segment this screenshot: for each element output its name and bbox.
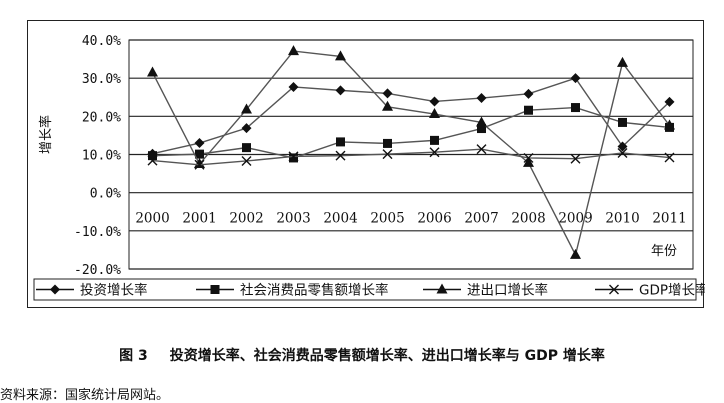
y-tick-label: -10.0% (74, 225, 121, 240)
x-tick-label: 2011 (652, 211, 686, 227)
data-point-s3 (335, 50, 346, 61)
data-point-s3 (288, 45, 299, 56)
data-point-s2 (524, 105, 533, 115)
data-point-s4 (523, 152, 534, 163)
series-line-1 (152, 77, 670, 155)
y-tick-label: 0.0% (90, 187, 121, 202)
legend-label: 投资增长率 (80, 282, 148, 299)
legend-marker (609, 284, 619, 295)
data-point-s3 (617, 56, 628, 67)
data-point-s2 (477, 124, 486, 134)
data-point-s1 (335, 85, 346, 96)
data-point-s4 (288, 151, 299, 162)
data-point-s4 (617, 147, 628, 158)
data-point-s4 (382, 149, 393, 160)
data-point-s4 (147, 155, 158, 166)
data-point-s1 (194, 138, 205, 149)
x-tick-label: 2000 (135, 211, 169, 227)
data-point-s3 (382, 100, 393, 111)
data-point-s2 (571, 103, 580, 113)
x-tick-label: 2007 (464, 211, 498, 227)
y-tick-label: 20.0% (82, 110, 121, 125)
data-point-s4 (194, 159, 205, 170)
data-point-s3 (194, 158, 205, 169)
x-tick-label: 2009 (558, 211, 592, 227)
data-point-s2 (618, 117, 627, 127)
data-point-s4 (664, 152, 675, 163)
data-point-s2 (430, 135, 439, 145)
data-point-s1 (523, 88, 534, 99)
x-tick-label: 2002 (229, 211, 263, 227)
source-note: 资料来源：国家统计局网站。 (0, 388, 170, 403)
chart-frame: 40.0% 30.0% 20.0% 10.0% 0.0% -10.0% -20.0% 2000… (27, 20, 705, 308)
y-tick-label: 30.0% (82, 72, 121, 87)
data-point-s1 (570, 73, 581, 84)
x-tick-label: 2004 (323, 211, 357, 227)
data-point-s3 (523, 156, 534, 167)
x-tick-label: 2003 (276, 211, 310, 227)
y-tick-label: -20.0% (74, 263, 121, 278)
y-tick-label: 40.0% (82, 34, 121, 49)
data-point-s4 (429, 147, 440, 158)
figure-caption: 图 3 投资增长率、社会消费品零售额增长率、进出口增长率与 GDP 增长率 (0, 345, 724, 365)
data-point-s1 (664, 96, 675, 107)
data-point-s3 (241, 103, 252, 114)
x-tick-label: 2001 (182, 211, 216, 227)
data-point-s2 (336, 137, 345, 147)
data-point-s4 (476, 144, 487, 155)
series-line-3 (151, 50, 671, 257)
data-point-s3 (429, 108, 440, 119)
data-point-s4 (241, 155, 252, 166)
x-tick-label: 2010 (605, 211, 639, 227)
data-point-s2 (148, 151, 157, 161)
series-line-2 (152, 106, 670, 159)
legend-label: GDP增长率 (639, 282, 705, 299)
series-line-4 (152, 148, 670, 166)
figure-number: 图 3 (119, 348, 148, 364)
data-point-s1 (288, 81, 299, 92)
data-point-s3 (664, 119, 675, 130)
data-point-s3 (147, 66, 158, 77)
data-point-s3 (570, 248, 581, 259)
legend-marker (50, 284, 60, 295)
legend-marker (210, 285, 220, 294)
data-point-s1 (382, 88, 393, 99)
legend (33, 278, 697, 301)
legend-label: 社会消费品零售额增长率 (240, 282, 389, 299)
x-tick-label: 2008 (511, 211, 545, 227)
legend-label: 进出口增长率 (467, 282, 548, 299)
x-tick-label: 2006 (417, 211, 451, 227)
y-tick-label: 10.0% (82, 149, 121, 164)
line-chart: 40.0% 30.0% 20.0% 10.0% 0.0% -10.0% -20.0% 2000… (33, 34, 705, 301)
data-point-s1 (617, 141, 628, 152)
data-point-s1 (241, 123, 252, 134)
figure-title: 投资增长率、社会消费品零售额增长率、进出口增长率与 GDP 增长率 (169, 348, 605, 364)
data-point-s2 (289, 153, 298, 163)
legend-marker (436, 283, 448, 294)
data-point-s3 (476, 116, 487, 127)
x-tick-label: 2005 (370, 211, 404, 227)
x-axis-title: 年份 (651, 244, 677, 259)
data-point-s2 (242, 143, 251, 153)
data-point-s1 (429, 96, 440, 107)
data-point-s2 (195, 149, 204, 159)
data-point-s1 (476, 93, 487, 104)
data-point-s4 (570, 153, 581, 164)
y-axis-title: 增长率 (38, 115, 54, 154)
data-point-s2 (383, 138, 392, 148)
data-point-s4 (335, 150, 346, 161)
